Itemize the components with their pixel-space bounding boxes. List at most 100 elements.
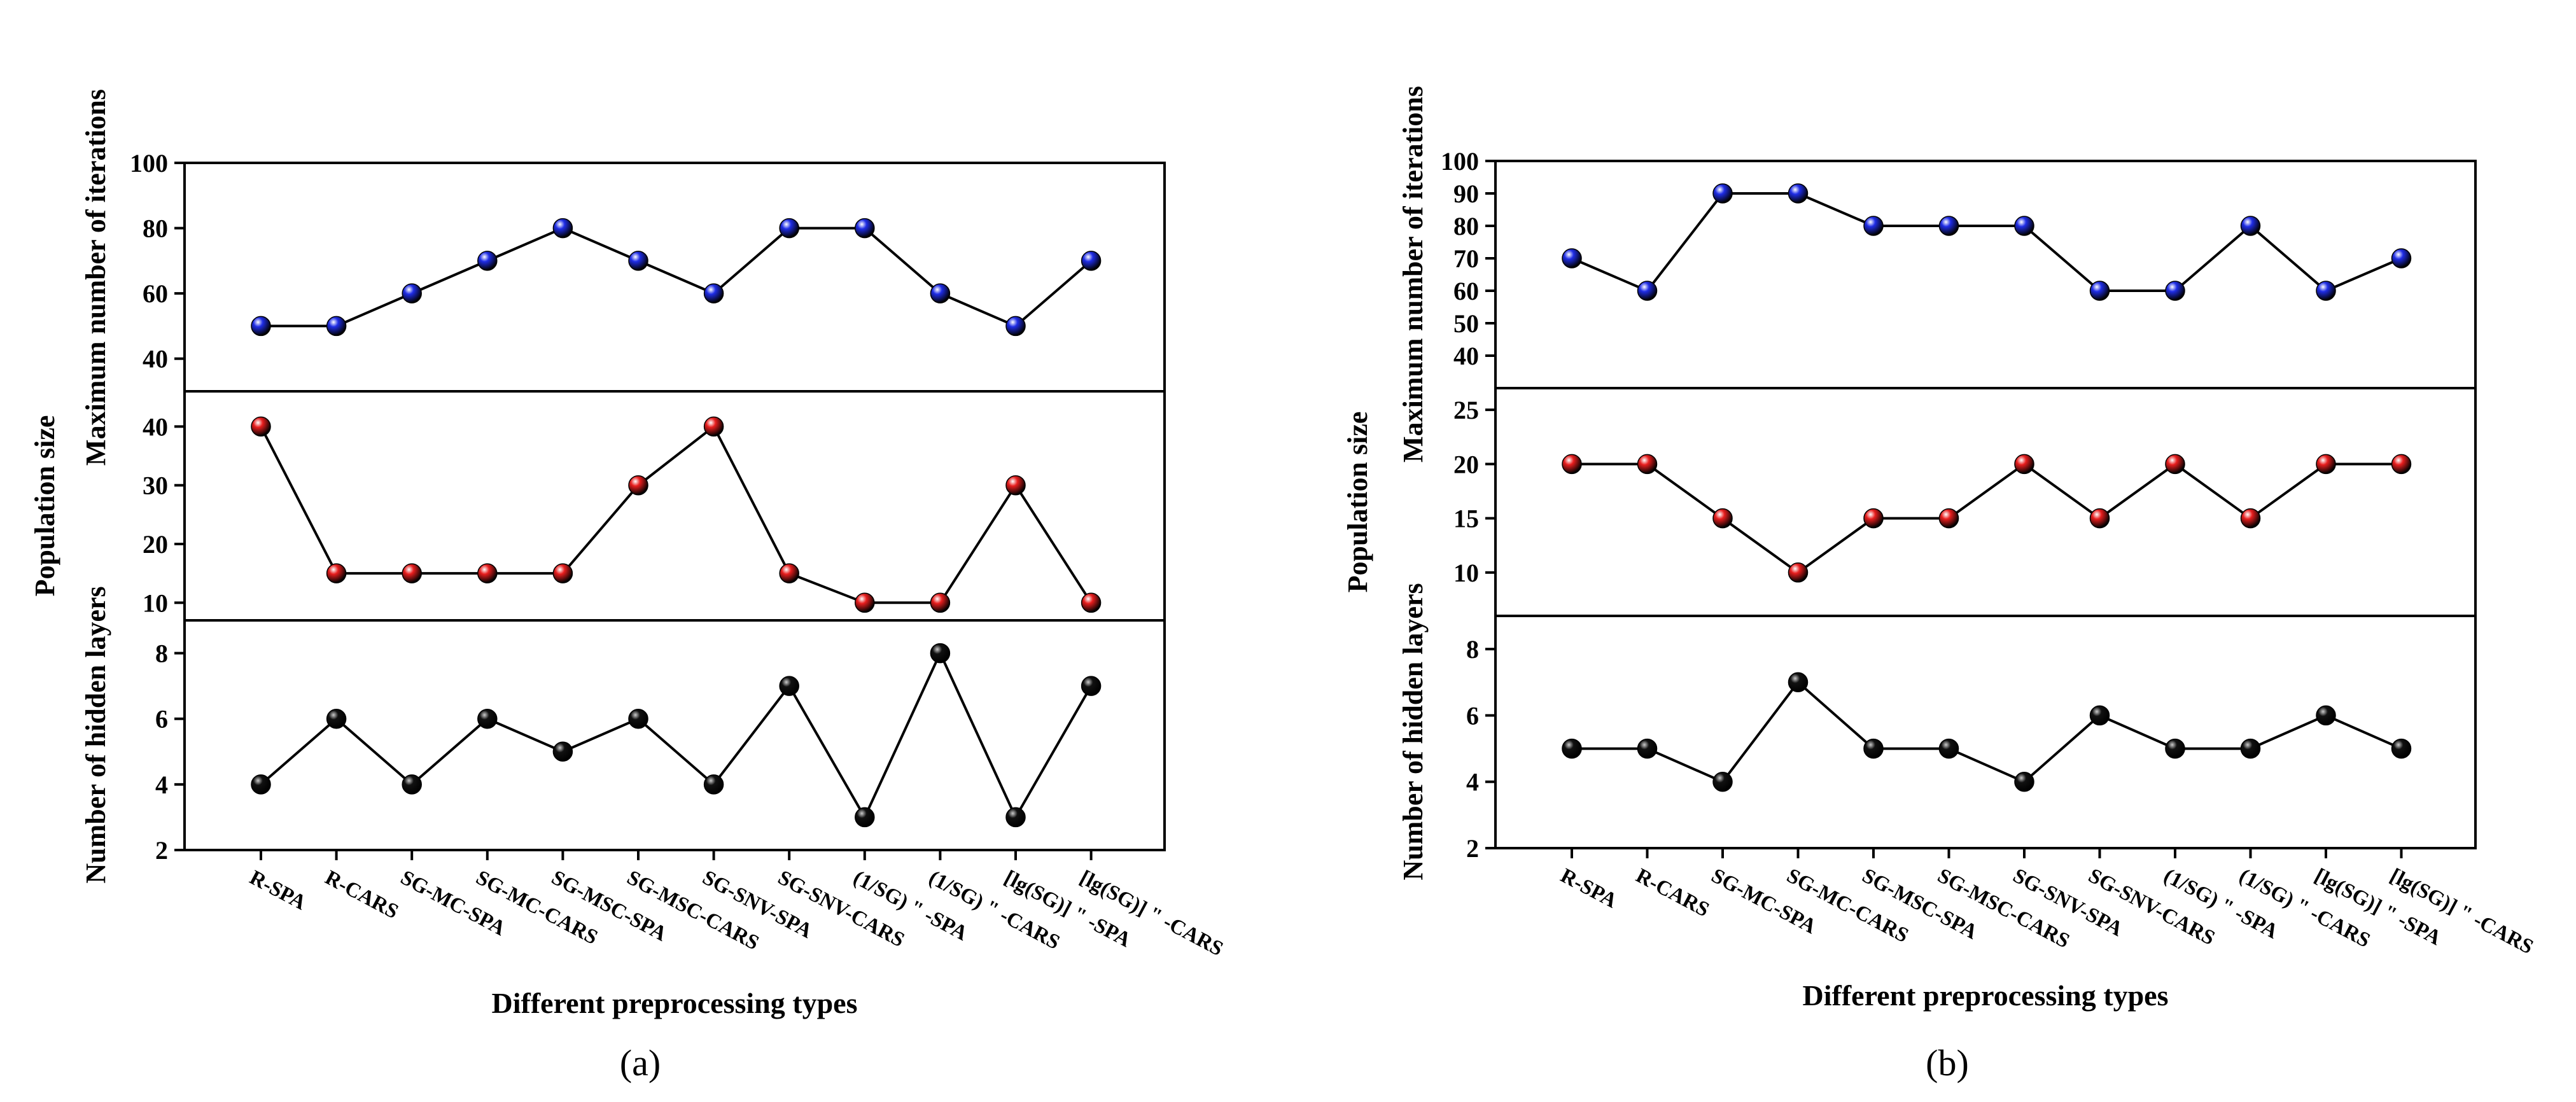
panel-b-population-ytick-label: 15 xyxy=(1453,505,1479,533)
panel-b-hidden-layers-ytick-label: 4 xyxy=(1466,768,1479,797)
panel-a-category-label: R-SPA xyxy=(246,866,310,914)
panel-a-iterations-ytick-label: 60 xyxy=(143,279,168,308)
panel-b-population-ytick-label: 10 xyxy=(1453,559,1479,587)
panel-a-iterations-point xyxy=(703,283,724,303)
panel-b-hidden-layers-point xyxy=(2391,738,2412,759)
panel-a-population-ytick-label: 40 xyxy=(143,412,168,441)
panel-b-iterations-ytick-label: 90 xyxy=(1453,179,1479,208)
panel-b-iterations-point xyxy=(1637,281,1658,301)
panel-b-population-ytick-label: 25 xyxy=(1453,396,1479,424)
panel-b-hidden-layers-point xyxy=(1863,738,1884,759)
panel-b-ylabel-population: Population size xyxy=(1342,412,1373,593)
panel-a-xlabel: Different preprocessing types xyxy=(492,987,858,1019)
panel-a-hidden-layers-point xyxy=(930,643,951,664)
panel-b-hidden-layers-point xyxy=(2165,738,2185,759)
panel-a: 40 60 80 100 10 20 30 40 2 4 6 8 R-SPA R-CARSSG-MC… xyxy=(29,89,1227,1084)
panel-b-frame xyxy=(1494,160,2477,849)
panel-b-hidden-layers-series-line xyxy=(1572,680,2402,784)
panel-b-iterations-ytick-label: 60 xyxy=(1453,277,1479,305)
panel-a-iterations-point xyxy=(552,218,573,239)
panel-a-category-label: (1/SG) " -CARS xyxy=(925,866,1064,954)
panel-b-population-point xyxy=(2165,454,2185,475)
panel-b-population-point xyxy=(1863,508,1884,529)
panel-b-iterations-ytick-label: 50 xyxy=(1453,309,1479,338)
panel-a-iterations-point xyxy=(251,316,271,337)
panel-a-label: (a) xyxy=(620,1042,661,1084)
panel-a-category-label: SG-MSC-CARS xyxy=(623,866,762,954)
panel-a-ylabel-hidden-layers: Number of hidden layers xyxy=(80,586,111,883)
panel-b-hidden-layers-ytick-label: 6 xyxy=(1466,701,1479,730)
panel-a-iterations-point xyxy=(855,218,875,239)
panel-b: 40 50 60 70 80 90 100 10 15 20 25 2 4 6 8 R-SPA R-CAR… xyxy=(1342,86,2537,1084)
panel-a-category-label: R-CARS xyxy=(321,866,402,923)
panel-a-subplot-iterations: 40 60 80 100 xyxy=(130,149,1102,373)
panel-a-hidden-layers-point xyxy=(628,708,648,729)
panel-b-iterations-point xyxy=(1863,216,1884,236)
panel-a-x-axis: R-SPA R-CARSSG-MC-SPASG-MC-CARSSG-MSC-SPA… xyxy=(246,850,1227,961)
panel-a-iterations-point xyxy=(930,283,951,303)
panel-b-population-point xyxy=(1938,508,1959,529)
panel-b-iterations-point xyxy=(1788,183,1809,204)
panel-b-iterations-point xyxy=(1938,216,1959,236)
panel-b-population-point xyxy=(2240,508,2261,529)
panel-b-iterations-series-line xyxy=(1571,192,2402,293)
panel-a-population-point xyxy=(552,563,573,583)
panel-b-subplot-hidden-layers: 2 4 6 8 xyxy=(1466,635,2412,863)
panel-a-category-label: SG-SNV-CARS xyxy=(774,866,908,952)
panel-b-iterations-point xyxy=(1712,183,1733,204)
panel-a-iterations-ytick-label: 80 xyxy=(143,214,168,243)
panel-b-population-point xyxy=(1562,454,1582,475)
panel-b-category-label: SG-MSC-CARS xyxy=(1934,864,2073,952)
panel-a-hidden-layers-point xyxy=(552,741,573,762)
panel-b-category-label: R-CARS xyxy=(1632,864,1713,921)
panel-a-iterations-point xyxy=(1081,251,1102,271)
panel-b-hidden-layers-point xyxy=(2316,705,2336,726)
panel-a-iterations-point xyxy=(779,218,799,239)
panel-b-hidden-layers-point xyxy=(1637,738,1658,759)
panel-b-population-point xyxy=(2316,454,2336,475)
panel-a-iterations-point xyxy=(402,283,422,303)
panel-a-population-point xyxy=(855,592,875,613)
panel-b-iterations-point xyxy=(2014,216,2034,236)
panel-a-iterations-ytick-label: 100 xyxy=(130,149,168,178)
panel-a-hidden-layers-point xyxy=(1005,807,1026,828)
panel-b-iterations-ytick-label: 40 xyxy=(1453,342,1479,370)
panel-a-population-point xyxy=(402,563,422,583)
panel-a-hidden-layers-point xyxy=(326,708,347,729)
panel-a-subplot-hidden-layers: 2 4 6 8 xyxy=(155,639,1102,865)
panel-b-population-point xyxy=(1788,562,1809,583)
panel-b-iterations-point xyxy=(2316,281,2336,301)
panel-b-population-point xyxy=(2089,508,2110,529)
panel-a-hidden-layers-point xyxy=(251,774,271,795)
panel-b-hidden-layers-point xyxy=(1938,738,1959,759)
panel-b-xlabel: Different preprocessing types xyxy=(1803,979,2169,1012)
panel-b-label: (b) xyxy=(1926,1042,1969,1084)
panel-b-hidden-layers-ytick-label: 2 xyxy=(1466,834,1479,863)
panel-a-hidden-layers-point xyxy=(1081,676,1102,696)
panel-a-hidden-layers-point xyxy=(779,676,799,696)
panel-a-population-ytick-label: 30 xyxy=(143,471,168,500)
panel-b-hidden-layers-point xyxy=(1712,771,1733,792)
panel-a-iterations-point xyxy=(1005,316,1026,337)
panel-a-hidden-layers-ytick-label: 4 xyxy=(155,771,168,799)
panel-a-population-point xyxy=(779,563,799,583)
panel-a-iterations-point xyxy=(628,251,648,271)
panel-a-hidden-layers-ytick-label: 8 xyxy=(155,639,168,668)
panel-a-population-ytick-label: 10 xyxy=(143,589,168,617)
panel-b-ylabel-hidden-layers: Number of hidden layers xyxy=(1397,583,1429,880)
panel-a-hidden-layers-point xyxy=(477,708,498,729)
panel-a-population-series-line xyxy=(260,424,1093,604)
panel-a-population-ytick-label: 20 xyxy=(143,530,168,559)
panel-b-population-point xyxy=(2014,454,2034,475)
panel-b-category-label: R-SPA xyxy=(1557,864,1621,912)
panel-b-category-label: (1/SG) " -CARS xyxy=(2236,864,2374,952)
panel-b-hidden-layers-point xyxy=(2014,771,2034,792)
panel-a-population-point xyxy=(703,416,724,437)
panel-a-hidden-layers-series-line xyxy=(260,650,1093,820)
panel-a-category-label: [lg(SG)] " -SPA xyxy=(1000,866,1135,952)
panel-a-population-point xyxy=(477,563,498,583)
panel-b-subplot-iterations: 40 50 60 70 80 90 100 xyxy=(1441,147,2412,370)
panel-b-hidden-layers-point xyxy=(2240,738,2261,759)
panel-b-x-axis: R-SPA R-CARSSG-MC-SPASG-MC-CARSSG-MSC-SPA… xyxy=(1557,848,2537,959)
panel-b-iterations-point xyxy=(2391,248,2412,269)
